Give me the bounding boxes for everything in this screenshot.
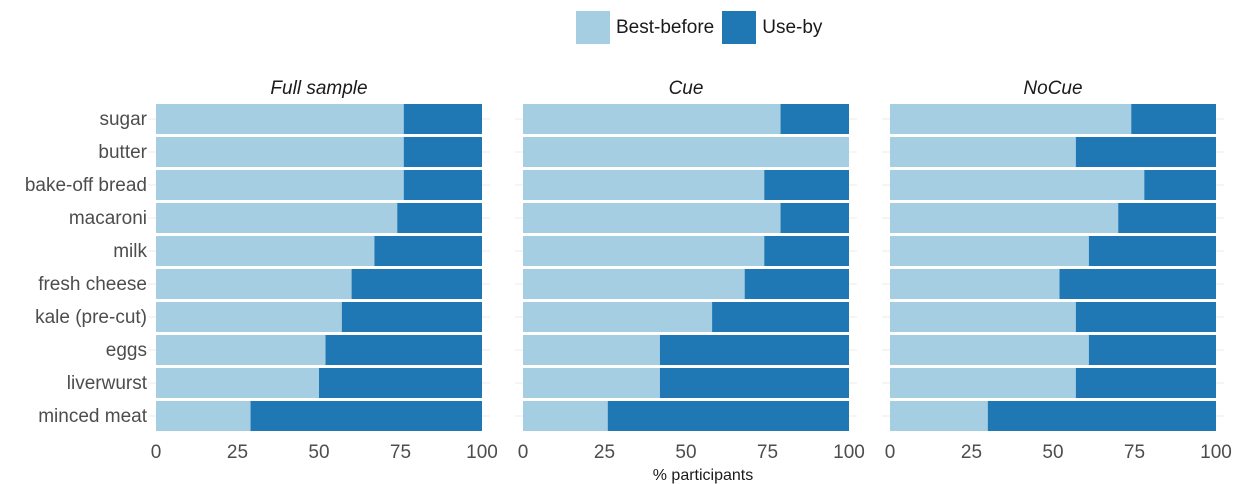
bar-cue-macaroni-use-by <box>780 203 849 233</box>
x-tick-label-full-sample-25: 25 <box>227 442 248 463</box>
y-label-sugar: sugar <box>99 109 147 130</box>
bar-full-sample-milk-use-by <box>374 236 482 266</box>
bar-cue-minced-meat-use-by <box>607 401 849 431</box>
bar-nocue-kale-pre-cut-best-before <box>890 302 1076 332</box>
bar-full-sample-fresh-cheese-best-before <box>156 269 352 299</box>
bar-cue-eggs-best-before <box>523 335 660 365</box>
legend-key-use-by <box>722 11 757 44</box>
bar-nocue-butter-use-by <box>1075 137 1216 167</box>
x-tick-label-nocue-0: 0 <box>885 442 896 463</box>
legend-item-best-before: Best-before <box>576 11 714 44</box>
bar-nocue-sugar-use-by <box>1131 104 1216 134</box>
bar-nocue-minced-meat-best-before <box>890 401 988 431</box>
x-tick-label-full-sample-0: 0 <box>151 442 162 463</box>
y-label-macaroni: macaroni <box>69 208 147 229</box>
bar-full-sample-bake-off-bread-use-by <box>403 170 482 200</box>
bar-full-sample-macaroni-best-before <box>156 203 398 233</box>
bar-cue-milk-use-by <box>764 236 849 266</box>
y-label-eggs: eggs <box>106 340 147 361</box>
bar-full-sample-butter-use-by <box>403 137 482 167</box>
x-tick-label-cue-0: 0 <box>518 442 529 463</box>
facet-title-nocue: NoCue <box>1023 78 1082 99</box>
bar-full-sample-minced-meat-use-by <box>250 401 482 431</box>
legend-label-best-before: Best-before <box>616 16 715 38</box>
bar-cue-sugar-use-by <box>780 104 849 134</box>
facet-title-cue: Cue <box>669 78 704 99</box>
bar-nocue-minced-meat-use-by <box>987 401 1216 431</box>
bar-cue-fresh-cheese-use-by <box>744 269 849 299</box>
bar-cue-milk-best-before <box>523 236 765 266</box>
legend-item-use-by: Use-by <box>722 11 822 44</box>
y-label-liverwurst: liverwurst <box>67 373 148 394</box>
bar-cue-kale-pre-cut-best-before <box>523 302 713 332</box>
x-tick-label-cue-75: 75 <box>757 442 778 463</box>
bar-nocue-milk-use-by <box>1088 236 1216 266</box>
x-tick-label-nocue-100: 100 <box>1200 442 1232 463</box>
bar-full-sample-eggs-use-by <box>325 335 482 365</box>
x-tick-label-cue-100: 100 <box>833 442 865 463</box>
bar-nocue-liverwurst-use-by <box>1075 368 1216 398</box>
x-tick-label-cue-50: 50 <box>675 442 696 463</box>
bar-full-sample-kale-pre-cut-use-by <box>341 302 482 332</box>
bar-nocue-macaroni-best-before <box>890 203 1119 233</box>
x-tick-label-full-sample-50: 50 <box>308 442 329 463</box>
legend: Best-before Use-by <box>576 11 830 44</box>
bar-cue-macaroni-best-before <box>523 203 781 233</box>
bar-nocue-eggs-use-by <box>1088 335 1216 365</box>
y-label-bake-off-bread: bake-off bread <box>25 175 147 196</box>
bar-full-sample-eggs-best-before <box>156 335 326 365</box>
bar-full-sample-sugar-best-before <box>156 104 404 134</box>
bar-nocue-macaroni-use-by <box>1118 203 1216 233</box>
bar-nocue-butter-best-before <box>890 137 1076 167</box>
bar-nocue-eggs-best-before <box>890 335 1089 365</box>
bar-nocue-bake-off-bread-best-before <box>890 170 1145 200</box>
bar-full-sample-fresh-cheese-use-by <box>351 269 482 299</box>
bar-cue-fresh-cheese-best-before <box>523 269 745 299</box>
bar-cue-bake-off-bread-best-before <box>523 170 765 200</box>
bar-nocue-fresh-cheese-use-by <box>1059 269 1216 299</box>
bar-cue-eggs-use-by <box>659 335 849 365</box>
bar-full-sample-bake-off-bread-best-before <box>156 170 404 200</box>
bar-nocue-milk-best-before <box>890 236 1089 266</box>
x-axis-title: % participants <box>653 467 754 484</box>
bar-full-sample-butter-best-before <box>156 137 404 167</box>
bar-full-sample-minced-meat-best-before <box>156 401 251 431</box>
bar-cue-butter-best-before <box>523 137 849 167</box>
y-label-butter: butter <box>98 142 147 163</box>
bar-full-sample-liverwurst-use-by <box>319 368 482 398</box>
y-label-kale-pre-cut: kale (pre-cut) <box>35 307 147 328</box>
legend-label-use-by: Use-by <box>762 16 823 38</box>
x-tick-label-cue-25: 25 <box>594 442 615 463</box>
x-tick-label-nocue-25: 25 <box>961 442 982 463</box>
bar-cue-sugar-best-before <box>523 104 781 134</box>
bar-cue-liverwurst-use-by <box>659 368 849 398</box>
bar-nocue-sugar-best-before <box>890 104 1132 134</box>
x-tick-label-nocue-50: 50 <box>1042 442 1063 463</box>
bar-cue-liverwurst-best-before <box>523 368 660 398</box>
x-tick-label-nocue-75: 75 <box>1124 442 1145 463</box>
bar-full-sample-liverwurst-best-before <box>156 368 319 398</box>
x-tick-label-full-sample-75: 75 <box>390 442 411 463</box>
legend-key-best-before <box>576 11 610 44</box>
bar-nocue-liverwurst-best-before <box>890 368 1076 398</box>
bar-nocue-bake-off-bread-use-by <box>1144 170 1216 200</box>
bar-full-sample-macaroni-use-by <box>397 203 482 233</box>
bar-nocue-kale-pre-cut-use-by <box>1075 302 1216 332</box>
bar-cue-minced-meat-best-before <box>523 401 608 431</box>
bar-full-sample-kale-pre-cut-best-before <box>156 302 342 332</box>
facet-title-full-sample: Full sample <box>270 78 367 99</box>
bar-cue-kale-pre-cut-use-by <box>712 302 849 332</box>
bar-full-sample-milk-best-before <box>156 236 375 266</box>
y-label-fresh-cheese: fresh cheese <box>38 274 147 295</box>
bar-cue-bake-off-bread-use-by <box>764 170 849 200</box>
x-tick-label-full-sample-100: 100 <box>466 442 498 463</box>
y-label-minced-meat: minced meat <box>38 406 147 427</box>
y-label-milk: milk <box>113 241 147 262</box>
bar-full-sample-sugar-use-by <box>403 104 482 134</box>
bar-nocue-fresh-cheese-best-before <box>890 269 1060 299</box>
